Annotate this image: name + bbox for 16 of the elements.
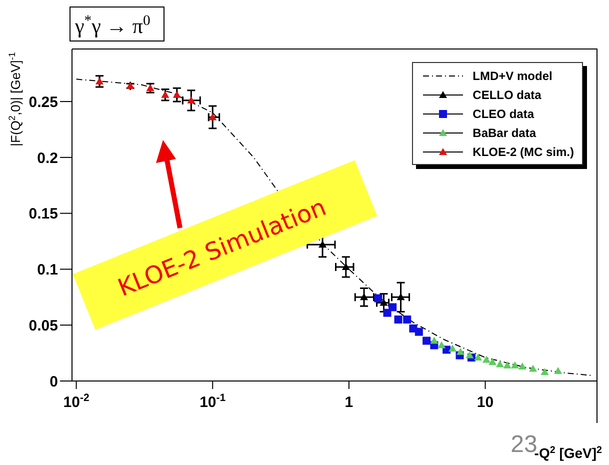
y-tick-label: 0.25: [28, 94, 58, 111]
chart-title: γ$^{*}$γ → π$^{0}$: [74, 13, 150, 38]
legend-label: KLOE-2 (MC sim.): [472, 144, 574, 158]
y-tick-label: 0.05: [28, 317, 58, 334]
x-tick-label: 10$^{-2}$: [63, 392, 90, 411]
y-tick-label: 0.2: [37, 150, 58, 167]
legend-label: BaBar data: [472, 126, 536, 140]
x-tick-label: 10: [476, 394, 494, 411]
x-tick-label: 1: [344, 394, 354, 411]
y-tick-label: 0.1: [37, 262, 58, 279]
legend-label: CELLO data: [472, 88, 542, 102]
x-tick-label: 10$^{-1}$: [200, 392, 226, 411]
y-tick-label: 0: [50, 373, 58, 390]
legend-label: CLEO data: [472, 106, 534, 120]
legend-label: LMD+V model: [472, 68, 552, 82]
y-tick-label: 0.15: [28, 206, 58, 223]
